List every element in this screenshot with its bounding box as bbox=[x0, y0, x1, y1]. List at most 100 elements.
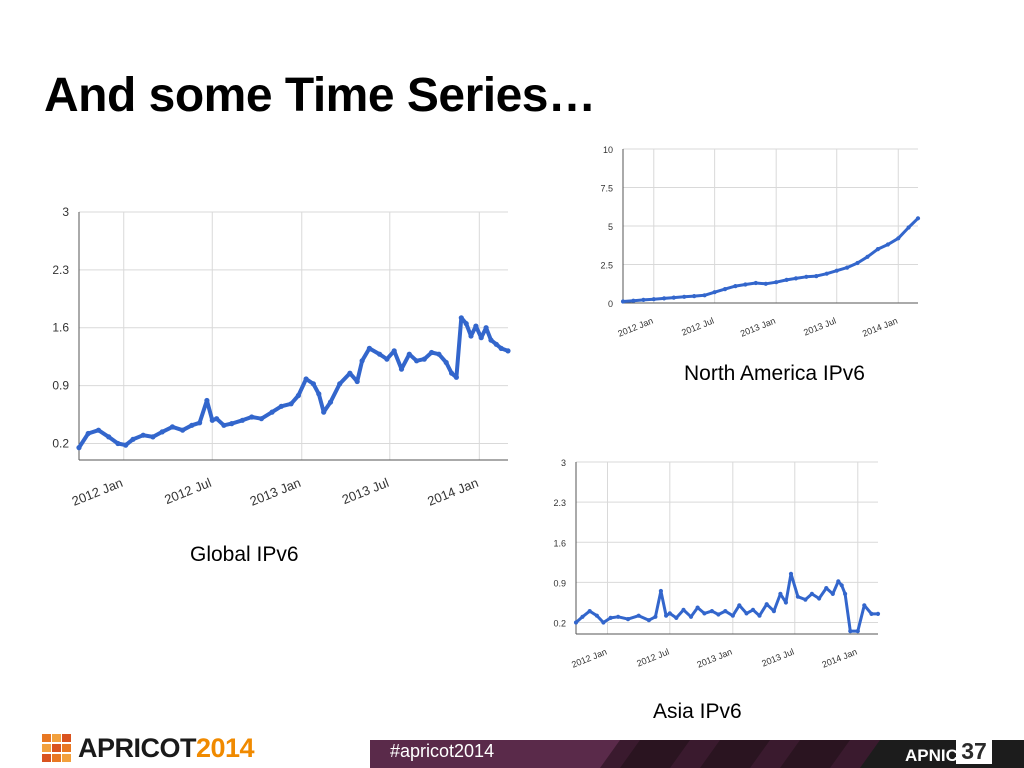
global-data-point bbox=[483, 325, 489, 331]
north-america-y-tick-label: 0 bbox=[608, 299, 613, 309]
asia-data-point bbox=[625, 617, 631, 622]
global-x-tick-label: 2013 Jul bbox=[340, 475, 391, 507]
north-america-y-tick-label: 5 bbox=[608, 222, 613, 232]
asia-data-point bbox=[709, 609, 714, 614]
north-america-data-point bbox=[743, 282, 748, 287]
north-america-data-point bbox=[804, 274, 809, 279]
asia-data-point bbox=[573, 620, 579, 625]
north-america-data-point bbox=[651, 297, 656, 302]
north-america-data-point bbox=[865, 254, 870, 259]
asia-data-point bbox=[764, 602, 769, 607]
north-america-data-point bbox=[784, 277, 789, 282]
global-y-tick-label: 2.3 bbox=[52, 263, 69, 277]
global-data-point bbox=[377, 351, 383, 357]
north-america-data-point bbox=[834, 268, 839, 273]
asia-data-point bbox=[688, 614, 694, 619]
global-data-point bbox=[229, 421, 235, 427]
apricot-logo-year: 2014 bbox=[196, 733, 255, 763]
global-data-point bbox=[429, 349, 435, 356]
north-america-data-point bbox=[733, 284, 738, 289]
asia-x-tick-label: 2014 Jan bbox=[820, 647, 858, 670]
global-data-point bbox=[189, 422, 195, 428]
global-data-point bbox=[449, 370, 455, 376]
asia-data-point bbox=[636, 613, 641, 618]
asia-y-tick-label: 2.3 bbox=[553, 498, 566, 508]
north-america-data-point bbox=[896, 236, 901, 241]
global-data-point bbox=[204, 397, 210, 404]
global-data-point bbox=[303, 376, 309, 382]
asia-data-point bbox=[646, 618, 651, 623]
asia-data-point bbox=[862, 603, 867, 608]
asia-data-point bbox=[771, 609, 776, 614]
hashtag: #apricot2014 bbox=[390, 741, 495, 761]
asia-data-point bbox=[875, 611, 881, 616]
asia-data-point bbox=[788, 571, 794, 576]
global-ipv6-chart: 3 2.3 1.6 0.9 0.2 2012 Jan 2012 Jul 2013 Jan 201… bbox=[52, 205, 511, 509]
global-data-point bbox=[473, 323, 479, 329]
global-data-point bbox=[295, 392, 301, 399]
asia-data-point bbox=[587, 609, 592, 614]
global-data-point bbox=[258, 416, 264, 422]
global-data-point bbox=[366, 345, 372, 351]
global-x-tick-label: 2013 Jan bbox=[248, 475, 303, 509]
global-data-point bbox=[453, 374, 459, 380]
north-america-series-line bbox=[621, 216, 920, 303]
global-data-point bbox=[85, 430, 91, 437]
north-america-data-point bbox=[631, 298, 636, 303]
global-x-tick-label: 2012 Jan bbox=[70, 475, 125, 509]
asia-data-point bbox=[653, 614, 658, 619]
apnic-logo-text: APNIC bbox=[905, 746, 958, 765]
asia-data-point bbox=[674, 615, 679, 620]
global-data-point bbox=[209, 417, 215, 423]
asia-y-tick-label: 0.9 bbox=[553, 578, 566, 588]
north-america-data-point bbox=[915, 216, 921, 221]
asia-data-point bbox=[664, 613, 669, 618]
global-y-tick-label: 0.2 bbox=[52, 436, 69, 450]
global-x-tick-label: 2012 Jul bbox=[162, 475, 213, 507]
north-america-data-point bbox=[682, 294, 687, 299]
asia-x-tick-label: 2013 Jan bbox=[695, 647, 733, 670]
global-data-point bbox=[278, 403, 284, 409]
global-data-point bbox=[150, 434, 156, 440]
global-y-tick-label: 0.9 bbox=[52, 379, 69, 393]
north-america-data-point bbox=[875, 247, 880, 252]
global-data-point bbox=[316, 391, 322, 397]
global-data-point bbox=[95, 427, 102, 433]
asia-ipv6-chart: 3 2.3 1.6 0.9 0.2 2012 Jan 2012 Jul 2013 Jan 201… bbox=[553, 458, 881, 670]
asia-y-tick-label: 0.2 bbox=[553, 619, 566, 629]
north-america-data-point bbox=[793, 276, 798, 281]
global-data-point bbox=[488, 337, 494, 343]
asia-data-point bbox=[601, 620, 606, 625]
global-data-point bbox=[347, 370, 353, 376]
asia-data-point bbox=[795, 594, 800, 599]
global-data-point bbox=[310, 381, 316, 387]
asia-data-point bbox=[843, 591, 848, 596]
global-data-point bbox=[221, 422, 227, 428]
global-data-point bbox=[498, 345, 504, 351]
global-y-tick-label: 3 bbox=[62, 205, 69, 219]
asia-data-point bbox=[824, 586, 829, 591]
global-data-point bbox=[443, 359, 449, 366]
apricot-logo-word: APRICOT bbox=[78, 733, 197, 763]
north-america-x-tick-label: 2013 Jul bbox=[802, 316, 837, 338]
north-america-x-tick-label: 2014 Jan bbox=[861, 316, 899, 339]
global-data-point bbox=[214, 416, 220, 422]
asia-data-point bbox=[757, 613, 762, 618]
asia-data-point bbox=[723, 609, 728, 614]
asia-data-point bbox=[855, 629, 860, 634]
asia-data-point bbox=[848, 629, 853, 634]
slide-title: And some Time Series… bbox=[44, 69, 596, 122]
asia-data-point bbox=[737, 603, 742, 608]
global-data-point bbox=[159, 429, 165, 435]
asia-data-point bbox=[750, 607, 756, 612]
global-ipv6-caption: Global IPv6 bbox=[190, 543, 299, 566]
global-data-point bbox=[391, 348, 397, 354]
global-data-point bbox=[123, 442, 129, 448]
asia-data-point bbox=[839, 583, 844, 588]
asia-series-line bbox=[574, 572, 880, 633]
global-data-point bbox=[505, 348, 511, 354]
north-america-data-point bbox=[753, 280, 758, 286]
global-data-point bbox=[359, 358, 365, 364]
global-data-point bbox=[458, 315, 464, 321]
global-data-point bbox=[76, 445, 82, 451]
